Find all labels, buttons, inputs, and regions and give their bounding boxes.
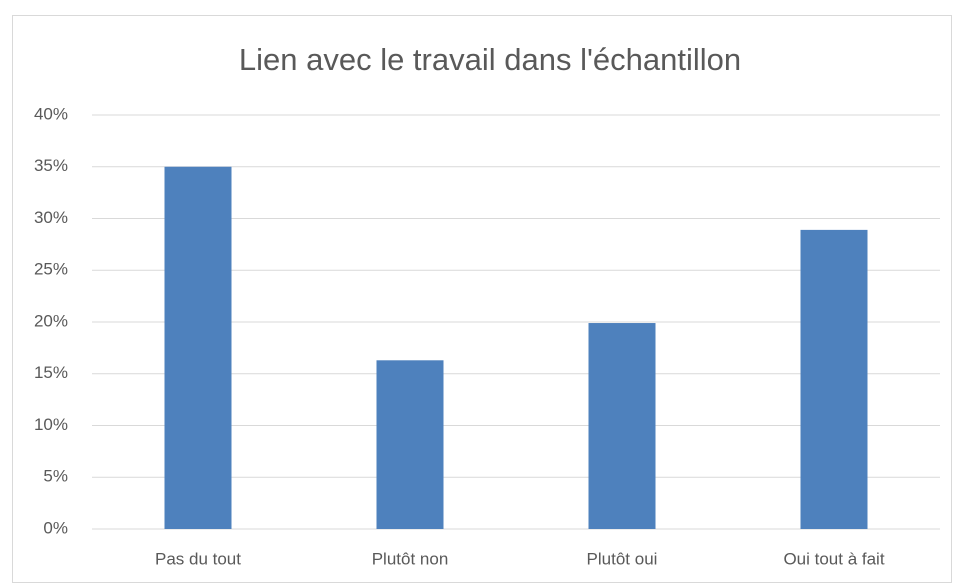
bar — [588, 323, 656, 529]
y-tick-label: 5% — [43, 467, 68, 486]
bar — [376, 360, 444, 529]
y-tick-label: 35% — [34, 156, 68, 175]
y-tick-label: 40% — [34, 104, 68, 123]
x-tick-label: Oui tout à fait — [783, 549, 884, 568]
y-tick-label: 25% — [34, 260, 68, 279]
x-tick-label: Pas du tout — [155, 549, 241, 568]
bar — [164, 166, 232, 529]
y-tick-label: 20% — [34, 311, 68, 330]
y-tick-label: 15% — [34, 363, 68, 382]
x-tick-label: Plutôt non — [372, 549, 449, 568]
bar — [800, 229, 868, 529]
x-tick-label: Plutôt oui — [587, 549, 658, 568]
y-tick-label: 0% — [43, 518, 68, 537]
chart-title: Lien avec le travail dans l'échantillon — [239, 42, 741, 77]
y-tick-label: 10% — [34, 415, 68, 434]
y-tick-label: 30% — [34, 208, 68, 227]
